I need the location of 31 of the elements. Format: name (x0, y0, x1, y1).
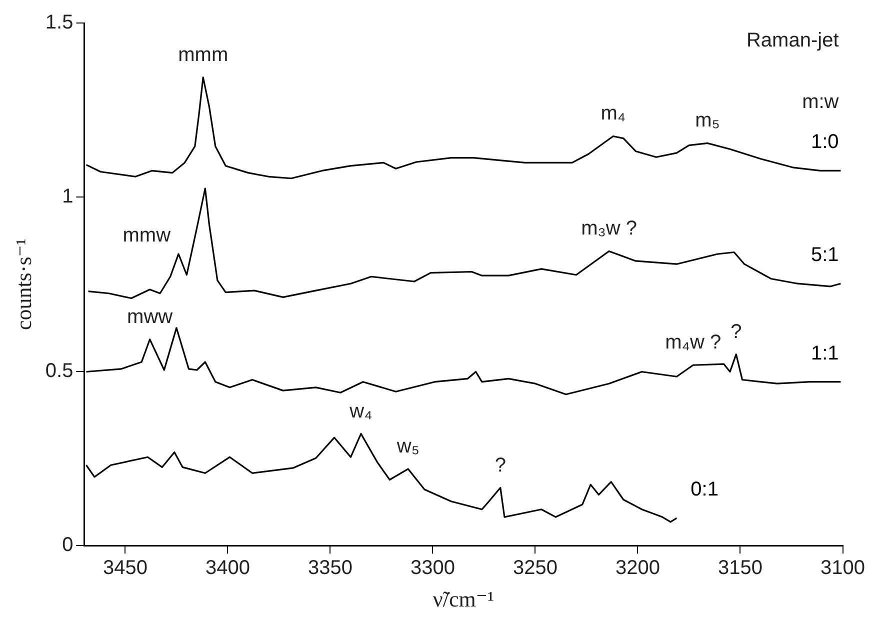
x-tick-label: 3450 (102, 557, 148, 580)
annotation: mww (127, 306, 174, 328)
annotation: mmw (122, 224, 172, 247)
y-axis-title: counts·s⁻¹ (10, 238, 36, 330)
annotation: m₅ (695, 110, 720, 132)
x-tick-label: 3350 (308, 557, 352, 580)
x-tick-label: 3150 (718, 557, 762, 580)
annotation: ? (494, 454, 506, 476)
series-label: 5:1 (810, 244, 839, 266)
annotation: Raman-jet (746, 30, 840, 52)
x-tick-label: 3100 (820, 557, 866, 580)
y-tick-label: 1 (62, 186, 74, 208)
annotation: m₃w ? (581, 218, 638, 240)
annotation: mmm (178, 44, 228, 66)
annotation: m₄w ? (665, 332, 722, 354)
series-label: 0:1 (690, 478, 718, 501)
annotation: w₅ (396, 435, 420, 458)
y-tick-label: 1.5 (45, 12, 74, 34)
series-label: 1:1 (810, 342, 839, 364)
series-label: 1:0 (810, 131, 839, 154)
annotation: m₄ (600, 102, 626, 125)
x-axis-title: ν̃/cm⁻¹ (432, 586, 494, 612)
y-tick-label: 0 (62, 534, 74, 556)
x-tick-label: 3200 (615, 557, 660, 580)
legend-title: m:w (802, 91, 840, 114)
x-tick-label: 3400 (205, 557, 250, 580)
annotation: ? (730, 320, 742, 343)
x-tick-label: 3250 (512, 557, 558, 580)
x-tick-label: 3300 (410, 557, 455, 580)
annotation: w₄ (348, 400, 372, 422)
y-tick-label: 0.5 (45, 360, 74, 382)
